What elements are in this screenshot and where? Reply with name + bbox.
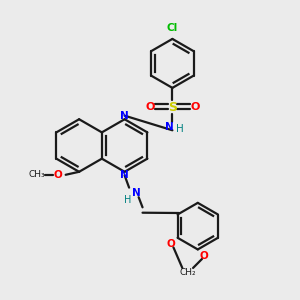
Text: Cl: Cl	[167, 22, 178, 33]
Text: O: O	[53, 170, 62, 180]
Text: CH₂: CH₂	[179, 268, 196, 277]
Text: O: O	[167, 239, 176, 249]
Text: O: O	[190, 102, 200, 112]
Text: H: H	[124, 195, 131, 205]
Text: H: H	[176, 124, 184, 134]
Text: N: N	[120, 170, 129, 180]
Text: O: O	[145, 102, 155, 112]
Text: O: O	[200, 251, 209, 261]
Text: CH₃: CH₃	[29, 170, 46, 179]
Text: N: N	[120, 111, 129, 121]
Text: S: S	[168, 101, 177, 114]
Text: N: N	[165, 122, 174, 132]
Text: N: N	[132, 188, 140, 198]
